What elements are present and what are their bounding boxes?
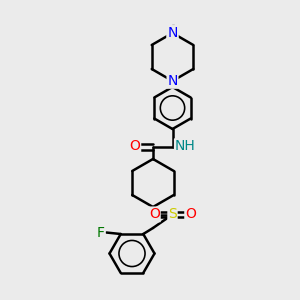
Text: N: N — [168, 10, 178, 24]
Text: NH: NH — [175, 139, 196, 153]
Text: N: N — [167, 74, 178, 88]
Text: O: O — [130, 139, 140, 153]
Text: N: N — [167, 26, 178, 40]
Text: S: S — [168, 208, 177, 221]
Text: N: N — [168, 10, 178, 24]
Text: F: F — [97, 226, 105, 239]
Text: N: N — [148, 208, 158, 221]
Text: N: N — [167, 26, 178, 40]
Text: O: O — [149, 208, 160, 221]
Text: O: O — [185, 208, 196, 221]
